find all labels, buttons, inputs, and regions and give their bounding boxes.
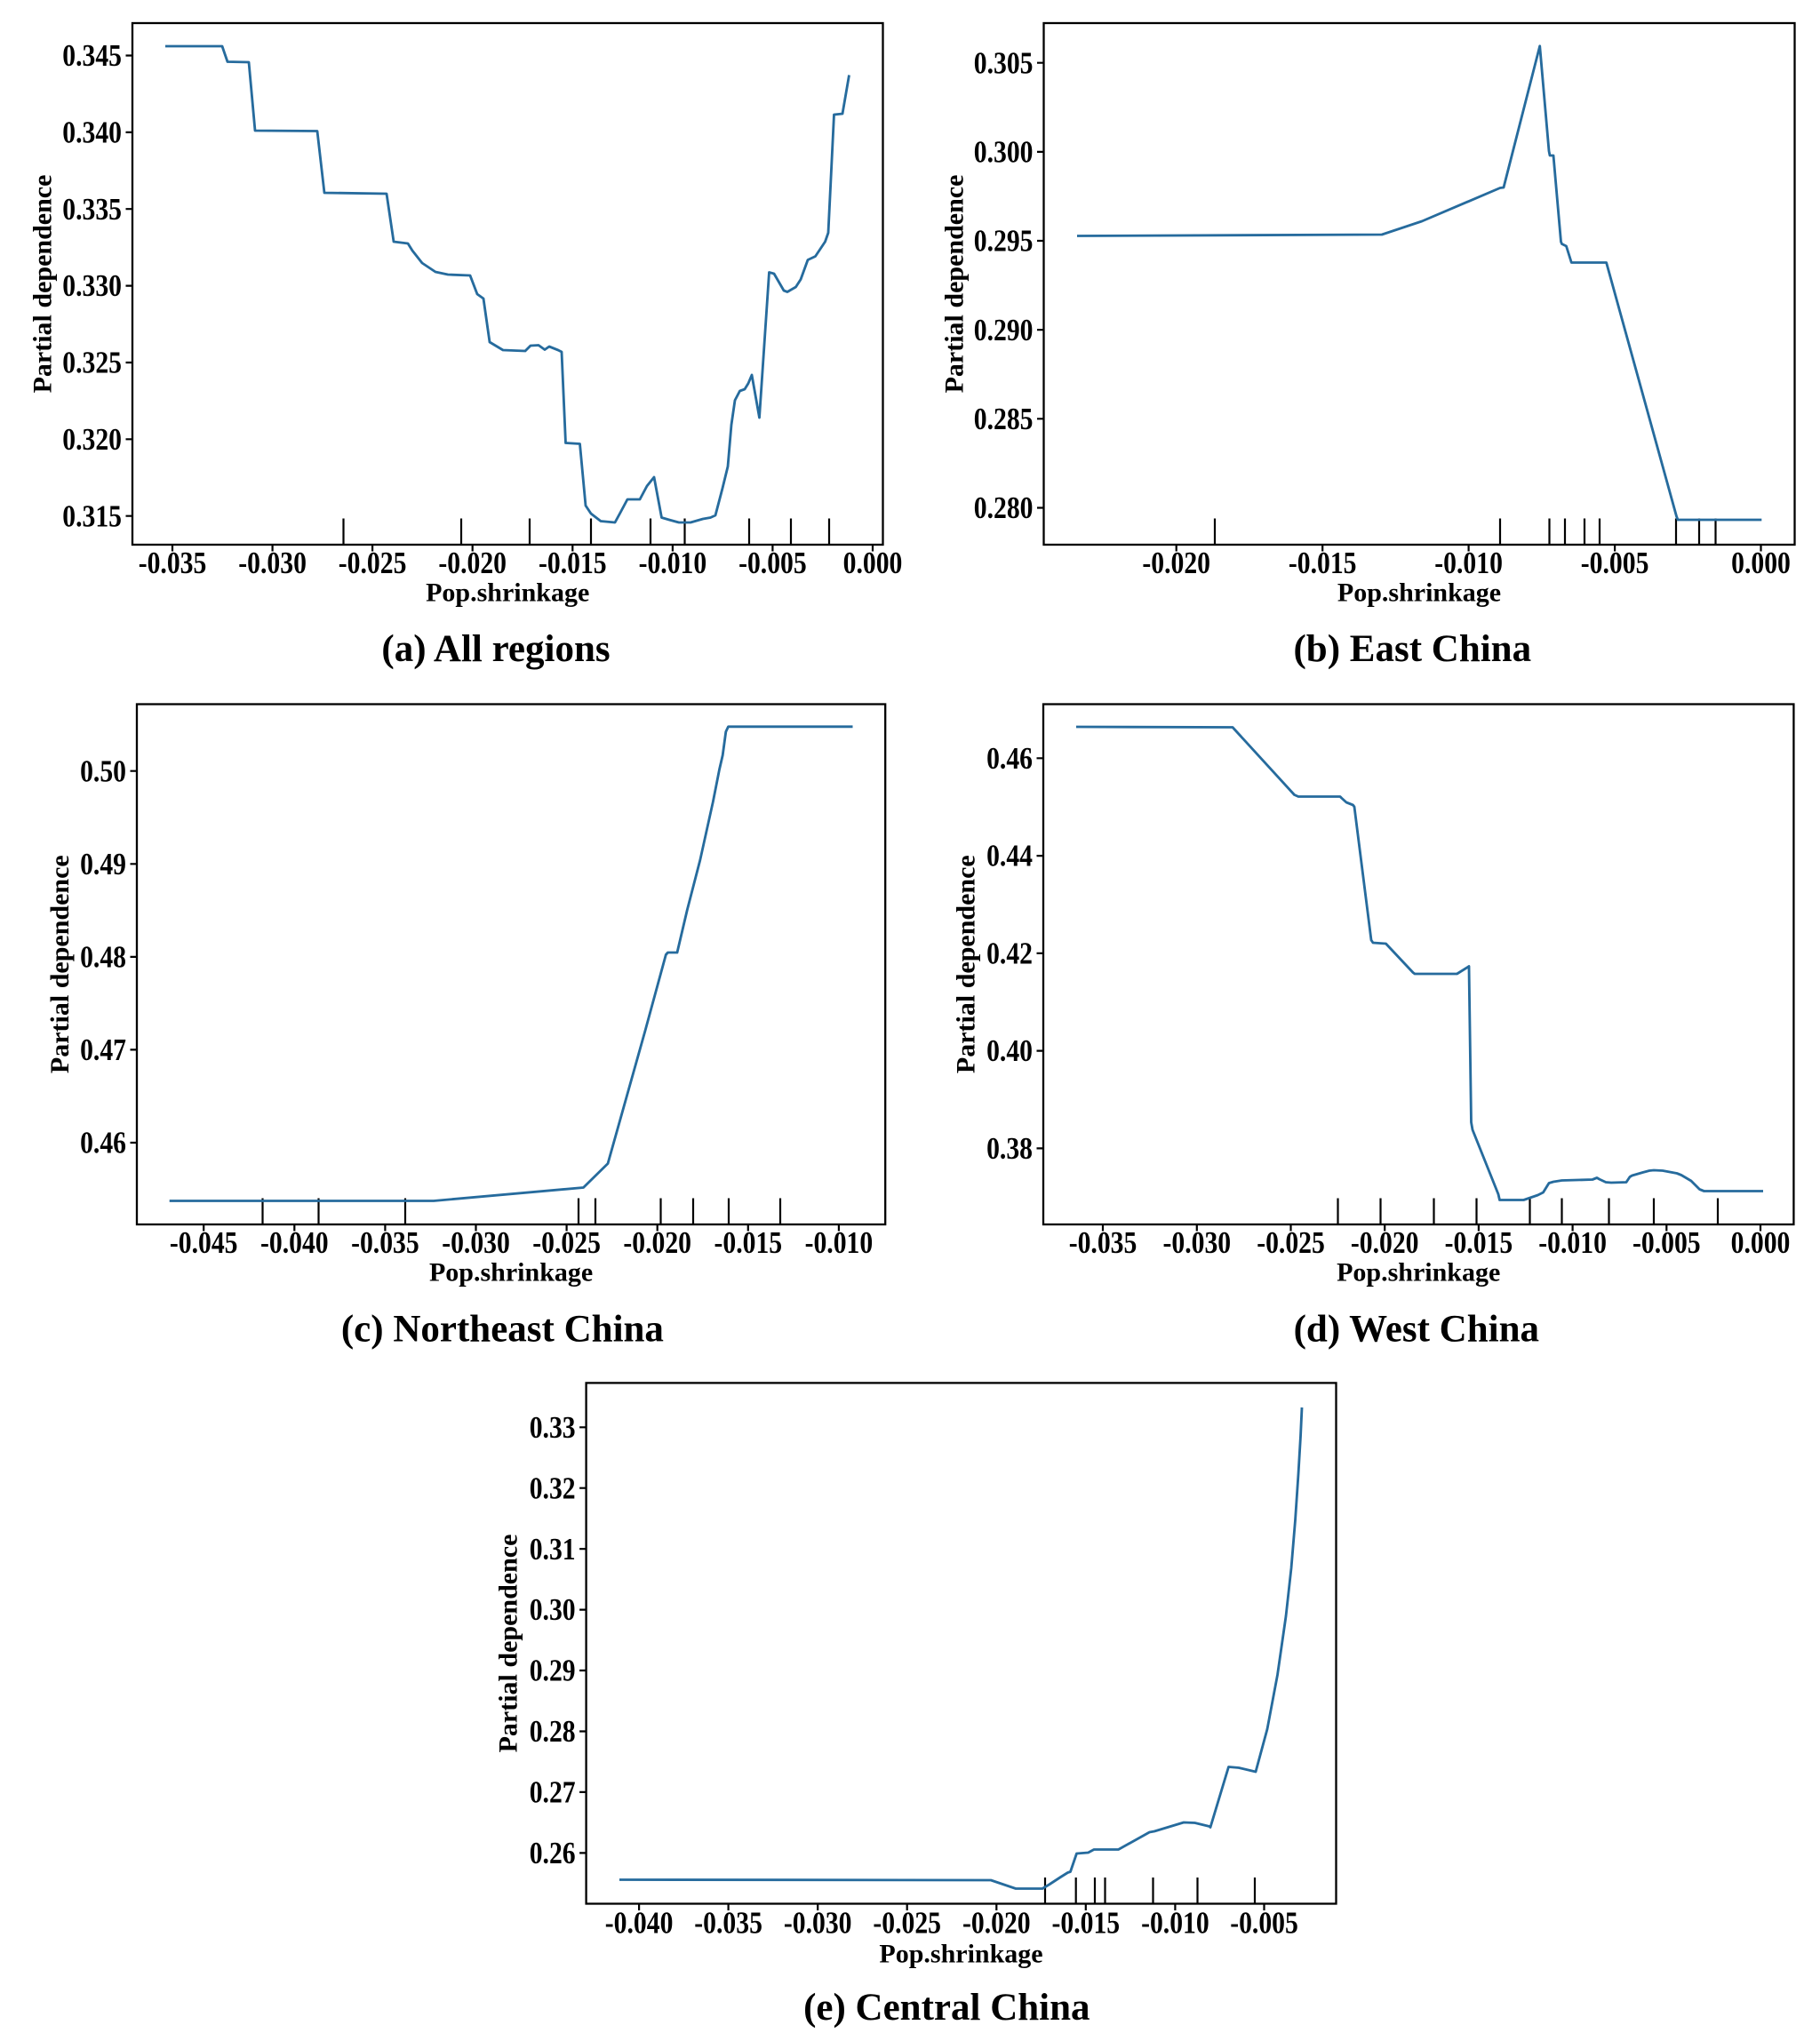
svg-text:0.345: 0.345 (62, 38, 122, 73)
svg-text:-0.025: -0.025 (1257, 1225, 1325, 1260)
svg-text:0.47: 0.47 (80, 1032, 126, 1067)
svg-text:0.27: 0.27 (530, 1774, 576, 1809)
svg-text:0.38: 0.38 (986, 1131, 1033, 1166)
svg-text:-0.030: -0.030 (784, 1905, 852, 1940)
svg-text:-0.020: -0.020 (438, 546, 507, 580)
svg-text:-0.010: -0.010 (1141, 1905, 1209, 1940)
svg-text:-0.030: -0.030 (1163, 1225, 1232, 1260)
svg-text:0.000: 0.000 (843, 546, 903, 580)
svg-text:-0.015: -0.015 (1052, 1905, 1121, 1940)
svg-text:0.335: 0.335 (62, 192, 122, 227)
svg-text:Partial dependence: Partial dependence (28, 175, 58, 394)
svg-text:-0.010: -0.010 (805, 1225, 874, 1260)
svg-text:0.49: 0.49 (80, 847, 126, 881)
svg-text:-0.005: -0.005 (1632, 1225, 1701, 1260)
svg-text:-0.025: -0.025 (873, 1905, 941, 1940)
svg-text:Partial dependence: Partial dependence (940, 175, 970, 394)
svg-text:Pop.shrinkage: Pop.shrinkage (879, 1940, 1042, 1969)
svg-text:-0.015: -0.015 (1445, 1225, 1513, 1260)
svg-text:0.40: 0.40 (986, 1033, 1033, 1068)
svg-text:-0.035: -0.035 (1069, 1225, 1138, 1260)
svg-text:-0.010: -0.010 (1434, 546, 1503, 580)
svg-text:-0.015: -0.015 (539, 546, 607, 580)
svg-text:Pop.shrinkage: Pop.shrinkage (1337, 578, 1501, 608)
svg-text:0.42: 0.42 (986, 936, 1033, 970)
svg-text:-0.045: -0.045 (170, 1225, 238, 1260)
svg-text:(a) All regions: (a) All regions (381, 628, 610, 670)
svg-text:-0.025: -0.025 (532, 1225, 601, 1260)
svg-text:0.290: 0.290 (974, 313, 1034, 347)
svg-text:0.26: 0.26 (530, 1836, 576, 1870)
svg-text:-0.015: -0.015 (1289, 546, 1357, 580)
svg-text:0.28: 0.28 (530, 1714, 576, 1749)
svg-text:Partial dependence: Partial dependence (952, 855, 981, 1073)
svg-text:-0.040: -0.040 (260, 1225, 329, 1260)
svg-text:Pop.shrinkage: Pop.shrinkage (426, 578, 589, 608)
svg-text:-0.035: -0.035 (139, 546, 207, 580)
svg-text:-0.035: -0.035 (351, 1225, 419, 1260)
svg-text:(b) East China: (b) East China (1293, 628, 1531, 670)
svg-text:0.330: 0.330 (62, 268, 122, 303)
svg-text:0.44: 0.44 (986, 839, 1033, 873)
svg-text:Pop.shrinkage: Pop.shrinkage (429, 1258, 593, 1288)
svg-text:Partial dependence: Partial dependence (45, 855, 75, 1073)
svg-text:0.29: 0.29 (530, 1654, 576, 1688)
svg-text:0.280: 0.280 (974, 490, 1034, 525)
svg-text:-0.005: -0.005 (738, 546, 807, 580)
svg-text:0.295: 0.295 (974, 224, 1034, 259)
svg-text:0.50: 0.50 (80, 753, 126, 788)
svg-text:-0.020: -0.020 (1351, 1225, 1419, 1260)
svg-text:-0.005: -0.005 (1230, 1905, 1298, 1940)
svg-text:(c) Northeast China: (c) Northeast China (341, 1309, 664, 1351)
svg-text:0.325: 0.325 (62, 346, 122, 380)
svg-text:0.300: 0.300 (974, 134, 1034, 169)
svg-text:Pop.shrinkage: Pop.shrinkage (1337, 1258, 1500, 1288)
svg-text:-0.035: -0.035 (694, 1905, 762, 1940)
svg-text:-0.010: -0.010 (1538, 1225, 1607, 1260)
svg-text:0.340: 0.340 (62, 115, 122, 149)
svg-text:0.320: 0.320 (62, 422, 122, 457)
svg-text:-0.025: -0.025 (339, 546, 407, 580)
svg-text:-0.030: -0.030 (238, 546, 307, 580)
svg-text:0.32: 0.32 (530, 1471, 576, 1505)
svg-text:Partial dependence: Partial dependence (494, 1535, 523, 1753)
svg-text:-0.020: -0.020 (1142, 546, 1210, 580)
svg-text:0.33: 0.33 (530, 1410, 576, 1445)
svg-text:0.000: 0.000 (1731, 1225, 1791, 1260)
svg-text:-0.010: -0.010 (639, 546, 707, 580)
svg-text:0.46: 0.46 (80, 1126, 126, 1160)
svg-text:-0.020: -0.020 (962, 1905, 1031, 1940)
svg-text:0.285: 0.285 (974, 402, 1034, 436)
svg-text:-0.005: -0.005 (1581, 546, 1649, 580)
svg-text:-0.040: -0.040 (605, 1905, 674, 1940)
svg-text:0.305: 0.305 (974, 45, 1034, 80)
svg-text:0.48: 0.48 (80, 939, 126, 974)
svg-text:0.000: 0.000 (1731, 546, 1791, 580)
svg-text:0.30: 0.30 (530, 1592, 576, 1627)
svg-text:0.46: 0.46 (986, 741, 1033, 776)
svg-text:0.31: 0.31 (530, 1532, 576, 1567)
svg-text:-0.015: -0.015 (714, 1225, 783, 1260)
svg-text:(d) West China: (d) West China (1294, 1309, 1539, 1351)
svg-text:0.315: 0.315 (62, 498, 122, 533)
svg-text:(e) Central China: (e) Central China (803, 1987, 1090, 2029)
svg-text:-0.020: -0.020 (623, 1225, 691, 1260)
svg-text:-0.030: -0.030 (442, 1225, 510, 1260)
